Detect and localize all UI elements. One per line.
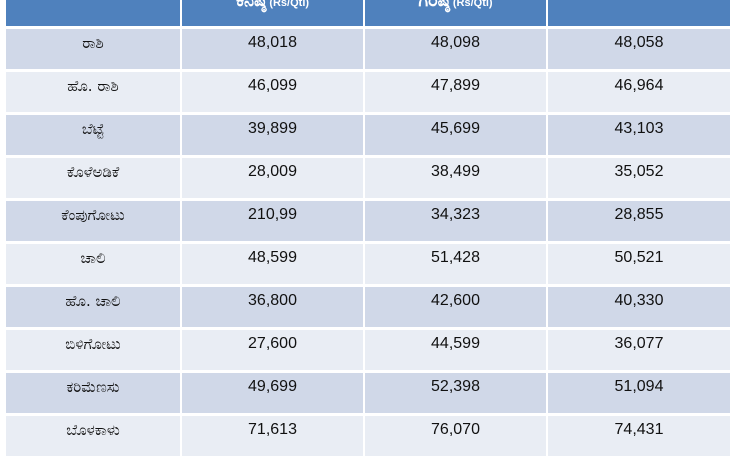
min-price-cell: 49,699 [181,371,365,416]
table-row: ಕರಿಮೆಣಸು 49,699 52,398 51,094 [6,371,730,416]
max-price-cell: 47,899 [364,70,548,115]
modal-price-cell: 74,431 [547,414,730,459]
table-row: ಹೊ. ರಾಶಿ 46,099 47,899 46,964 [6,70,730,115]
min-price-cell: 39,899 [181,113,365,158]
max-price-cell: 48,098 [364,27,548,72]
min-price-cell: 28,009 [181,156,365,201]
min-price-cell: 46,099 [181,70,365,115]
max-price-cell: 38,499 [364,156,548,201]
commodity-cell: ಹೊ. ರಾಶಿ [6,70,182,115]
commodity-cell: ಕರಿಮೆಣಸು [6,371,182,416]
max-price-cell: 51,428 [364,242,548,287]
commodity-cell: ಬಿಳಿಗೋಟು [6,328,182,373]
modal-price-cell: 35,052 [547,156,730,201]
header-row: ಕನಿಷ್ಠ (Rs/Qtl) ಗರಿಷ್ಠ (Rs/Qtl) [6,0,730,29]
table-row: ರಾಶಿ 48,018 48,098 48,058 [6,27,730,72]
header-cell-commodity [6,0,182,29]
header-label: ಗರಿಷ್ಠ [418,0,450,10]
commodity-cell: ಬೊಳಕಾಳು [6,414,182,459]
header-unit: (Rs/Qtl) [452,0,493,9]
min-price-cell: 210,99 [181,199,365,244]
min-price-cell: 36,800 [181,285,365,330]
commodity-cell: ಚಾಲಿ [6,242,182,287]
min-price-cell: 48,018 [181,27,365,72]
modal-price-cell: 48,058 [547,27,730,72]
table-row: ಬೊಳಕಾಳು 71,613 76,070 74,431 [6,414,730,459]
commodity-cell: ಕೊಳೆಅಡಿಕೆ [6,156,182,201]
commodity-cell: ಹೊ. ಚಾಲಿ [6,285,182,330]
commodity-cell: ಕೆಂಪುಗೋಟು [6,199,182,244]
table-row: ಬಿಳಿಗೋಟು 27,600 44,599 36,077 [6,328,730,373]
max-price-cell: 76,070 [364,414,548,459]
modal-price-cell: 28,855 [547,199,730,244]
min-price-cell: 27,600 [181,328,365,373]
table-header: ಕನಿಷ್ಠ (Rs/Qtl) ಗರಿಷ್ಠ (Rs/Qtl) [6,0,730,29]
header-label: ಕನಿಷ್ಠ [235,0,267,10]
header-unit: (Rs/Qtl) [269,0,310,9]
max-price-cell: 45,699 [364,113,548,158]
table-row: ಬೆಟ್ಟೆ 39,899 45,699 43,103 [6,113,730,158]
modal-price-cell: 50,521 [547,242,730,287]
max-price-cell: 44,599 [364,328,548,373]
max-price-cell: 42,600 [364,285,548,330]
table-row: ಚಾಲಿ 48,599 51,428 50,521 [6,242,730,287]
commodity-cell: ಬೆಟ್ಟೆ [6,113,182,158]
modal-price-cell: 43,103 [547,113,730,158]
modal-price-cell: 46,964 [547,70,730,115]
max-price-cell: 34,323 [364,199,548,244]
price-table: ಕನಿಷ್ಠ (Rs/Qtl) ಗರಿಷ್ಠ (Rs/Qtl) ರಾಶಿ 48,01… [6,0,730,459]
modal-price-cell: 40,330 [547,285,730,330]
table-row: ಕೆಂಪುಗೋಟು 210,99 34,323 28,855 [6,199,730,244]
commodity-cell: ರಾಶಿ [6,27,182,72]
min-price-cell: 71,613 [181,414,365,459]
min-price-cell: 48,599 [181,242,365,287]
max-price-cell: 52,398 [364,371,548,416]
table-row: ಕೊಳೆಅಡಿಕೆ 28,009 38,499 35,052 [6,156,730,201]
table-row: ಹೊ. ಚಾಲಿ 36,800 42,600 40,330 [6,285,730,330]
header-cell-modal-price [547,0,730,29]
header-cell-max-price: ಗರಿಷ್ಠ (Rs/Qtl) [364,0,548,29]
header-cell-min-price: ಕನಿಷ್ಠ (Rs/Qtl) [181,0,365,29]
table-body: ರಾಶಿ 48,018 48,098 48,058 ಹೊ. ರಾಶಿ 46,09… [6,27,730,459]
modal-price-cell: 36,077 [547,328,730,373]
modal-price-cell: 51,094 [547,371,730,416]
